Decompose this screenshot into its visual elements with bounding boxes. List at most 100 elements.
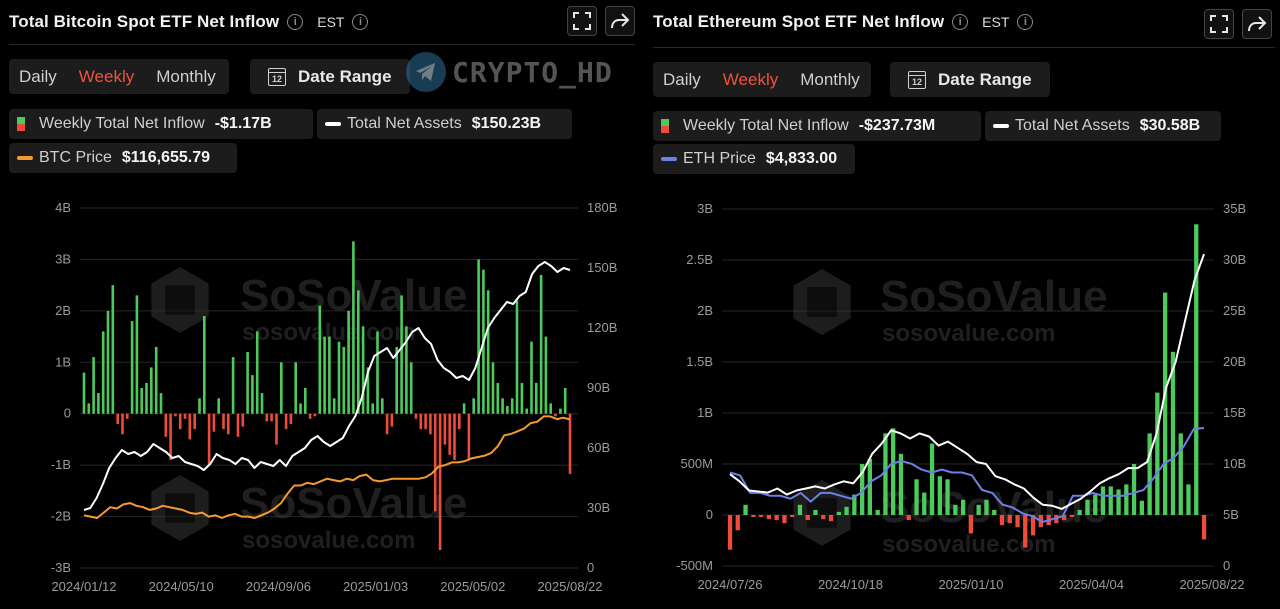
flow-bar [111, 285, 115, 414]
flow-bar [126, 413, 129, 419]
eth-chart: 3B 2.5B 2B 1.5B 1B 500M 0 -500M 35B 30B 25B 20B 15B 1… [676, 201, 1246, 592]
flow-bar [515, 300, 519, 414]
flow-bar [443, 413, 447, 445]
flow-bar [92, 357, 95, 414]
fullscreen-icon[interactable] [1204, 9, 1234, 39]
flow-bar [976, 504, 981, 515]
flow-bar [1201, 515, 1207, 540]
flow-bar [116, 413, 119, 424]
flow-bar [419, 413, 423, 430]
info-icon[interactable]: i [287, 14, 304, 30]
flow-bar [1085, 499, 1090, 515]
eth-timezone: EST [982, 14, 1010, 30]
flow-bar [308, 413, 312, 419]
flow-bar [766, 515, 771, 520]
flow-bar [198, 398, 201, 414]
flow-bar [852, 494, 857, 515]
flow-bar [992, 509, 997, 515]
flow-bar [860, 464, 865, 515]
share-icon[interactable] [1242, 9, 1272, 39]
flow-bar [790, 515, 795, 517]
watermark-brand: SoSoValue [240, 479, 467, 528]
flow-bar [743, 504, 748, 515]
flow-bar [568, 413, 572, 474]
flow-bar [381, 398, 384, 414]
period-weekly[interactable]: Weekly [722, 69, 779, 89]
flow-swatch [17, 117, 25, 131]
y-tick-label-right: 25B [1223, 303, 1246, 318]
flow-bar [405, 326, 408, 414]
legend-assets-value: $150.23B [471, 115, 542, 132]
x-tick-label: 2024/07/26 [697, 577, 762, 592]
total-net-assets-line [83, 261, 571, 511]
share-icon[interactable] [605, 6, 635, 36]
flow-bar [280, 362, 283, 414]
btc-title-row: Total Bitcoin Spot ETF Net Inflow i EST … [9, 11, 369, 33]
x-tick-label: 2024/05/10 [149, 579, 214, 594]
flow-bar [400, 295, 403, 414]
flow-bar [554, 413, 557, 417]
legend-flow-label: Weekly Total Net Inflow [683, 117, 849, 134]
y-tick-label-right: 20B [1223, 354, 1246, 369]
y-tick-label-right: 10B [1223, 456, 1246, 471]
y-tick-label-right: 180B [587, 200, 617, 215]
flow-bar [477, 259, 480, 414]
x-tick-label: 2024/01/12 [51, 579, 116, 594]
watermark-url: sosovalue.com [882, 531, 1055, 558]
eth-date-range-button[interactable]: 12 Date Range [890, 62, 1050, 97]
x-tick-label: 2025/01/10 [938, 577, 1003, 592]
flow-bar [366, 367, 370, 414]
flow-bar [805, 515, 810, 521]
period-daily[interactable]: Daily [19, 66, 57, 86]
flow-bar [539, 274, 543, 414]
flow-bar [241, 413, 245, 427]
flow-bar [937, 476, 942, 515]
flow-bar [1178, 433, 1183, 515]
legend-price-label: BTC Price [39, 149, 112, 166]
flow-bar [797, 504, 803, 515]
period-monthly[interactable]: Monthly [800, 69, 860, 89]
flow-bar [231, 357, 235, 414]
flow-bar [222, 413, 225, 430]
flow-bar [294, 362, 297, 414]
flow-bar [984, 499, 989, 515]
watermark-brand: SoSoValue [880, 272, 1107, 321]
info-icon[interactable]: i [1017, 14, 1034, 30]
x-tick-label: 2025/04/04 [1059, 577, 1124, 592]
flow-bar [203, 316, 206, 414]
y-tick-label-right: 30B [1223, 252, 1246, 267]
flow-bar [414, 413, 418, 419]
flow-bar [510, 398, 514, 414]
flow-bar [1131, 464, 1137, 515]
info-icon[interactable]: i [352, 14, 369, 30]
flow-bar [836, 511, 841, 515]
period-daily[interactable]: Daily [663, 69, 701, 89]
flow-bar [140, 388, 143, 414]
legend-flow-value: -$237.73M [858, 117, 936, 134]
watermark-url: sosovalue.com [882, 320, 1055, 347]
flow-bar [121, 413, 124, 435]
flow-bar [101, 331, 105, 414]
flow-bar [453, 413, 456, 460]
period-monthly[interactable]: Monthly [156, 66, 216, 86]
info-icon[interactable]: i [952, 14, 969, 30]
y-tick-label-left: 1B [55, 354, 71, 369]
x-tick-label: 2024/09/06 [246, 579, 311, 594]
flow-bar [183, 413, 187, 419]
flow-bar [828, 515, 834, 522]
flow-bar [318, 305, 322, 414]
fullscreen-icon[interactable] [567, 6, 597, 36]
crypto-hd-text: CRYPTO_HD [452, 55, 613, 89]
flow-bar [875, 509, 880, 515]
total-net-assets-line [729, 253, 1205, 510]
sosovalue-logo-icon [151, 267, 209, 333]
flow-bar [458, 413, 461, 430]
period-weekly[interactable]: Weekly [78, 66, 135, 86]
flow-bar [782, 515, 787, 524]
y-tick-label-right: 150B [587, 260, 617, 275]
y-tick-label-right: 60B [587, 440, 610, 455]
sosovalue-logo-icon [151, 475, 209, 541]
btc-date-range-button[interactable]: 12 Date Range [250, 59, 410, 94]
flow-bar [1054, 515, 1059, 524]
flow-bar [357, 290, 360, 414]
